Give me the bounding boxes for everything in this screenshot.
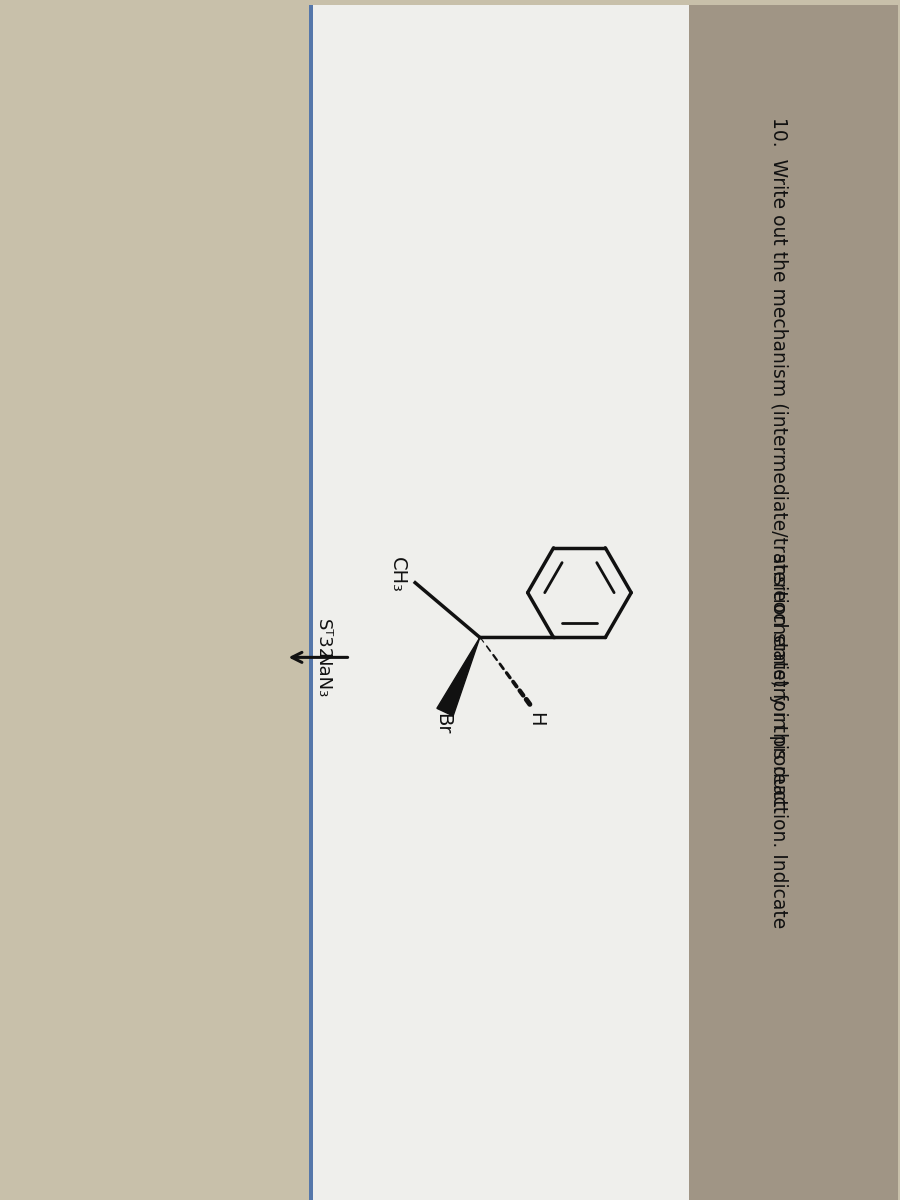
Polygon shape [436,637,480,716]
Bar [309,5,312,1200]
Text: CH₃: CH₃ [388,557,407,593]
Text: H: H [526,712,545,726]
Bar [310,5,689,1200]
Text: stereochemistry in product.: stereochemistry in product. [770,552,788,812]
Bar [689,5,898,1200]
Text: Br: Br [434,713,453,734]
Text: 10.  Write out the mechanism (intermediate/transition state) for this reaction. : 10. Write out the mechanism (intermediat… [770,118,788,929]
Text: NaN₃: NaN₃ [313,653,331,698]
Text: Sᵀ32: Sᵀ32 [313,619,331,660]
